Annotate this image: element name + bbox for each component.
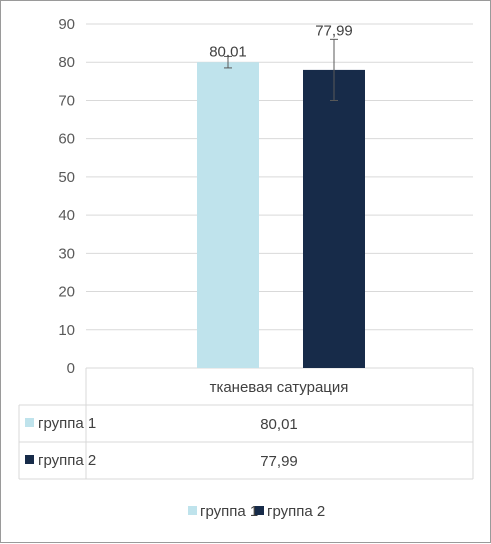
y-axis: 0 10 20 30 40 50 60 70 80 90 <box>58 16 75 377</box>
data-label-group-1: 80,01 <box>209 43 247 60</box>
data-labels: 80,01 77,99 <box>209 22 353 60</box>
bar-group-1 <box>197 62 259 369</box>
table-header-category: тканевая сатурация <box>210 379 349 396</box>
gridlines <box>86 23 473 369</box>
data-label-group-2: 77,99 <box>315 22 353 39</box>
y-tick-label: 90 <box>58 16 75 33</box>
y-tick-label: 20 <box>58 284 75 301</box>
table-row-1-value: 80,01 <box>260 416 298 433</box>
y-tick-label: 70 <box>58 92 75 109</box>
error-bars <box>224 38 338 101</box>
y-tick-label: 60 <box>58 131 75 148</box>
legend-label-group-2: группа 2 <box>267 503 325 520</box>
y-tick-label: 30 <box>58 245 75 262</box>
table-row-2-swatch <box>25 455 34 464</box>
bar-group-2 <box>303 69 365 368</box>
y-tick-label: 0 <box>67 360 75 377</box>
table-row-1-swatch <box>25 418 34 427</box>
table-row-1-name: группа 1 <box>38 415 96 432</box>
y-tick-label: 40 <box>58 207 75 224</box>
legend-label-group-1: группа 1 <box>200 503 258 520</box>
y-tick-label: 80 <box>58 54 75 71</box>
y-tick-label: 50 <box>58 169 75 186</box>
data-table: тканевая сатурация группа 1 80,01 группа… <box>18 368 474 480</box>
table-row-2-name: группа 2 <box>38 452 96 469</box>
legend-swatch-group-2 <box>255 506 264 515</box>
bars <box>197 62 365 369</box>
table-row-2-value: 77,99 <box>260 453 298 470</box>
legend: группа 1 группа 2 <box>188 503 325 520</box>
y-tick-label: 10 <box>58 322 75 339</box>
legend-swatch-group-1 <box>188 506 197 515</box>
